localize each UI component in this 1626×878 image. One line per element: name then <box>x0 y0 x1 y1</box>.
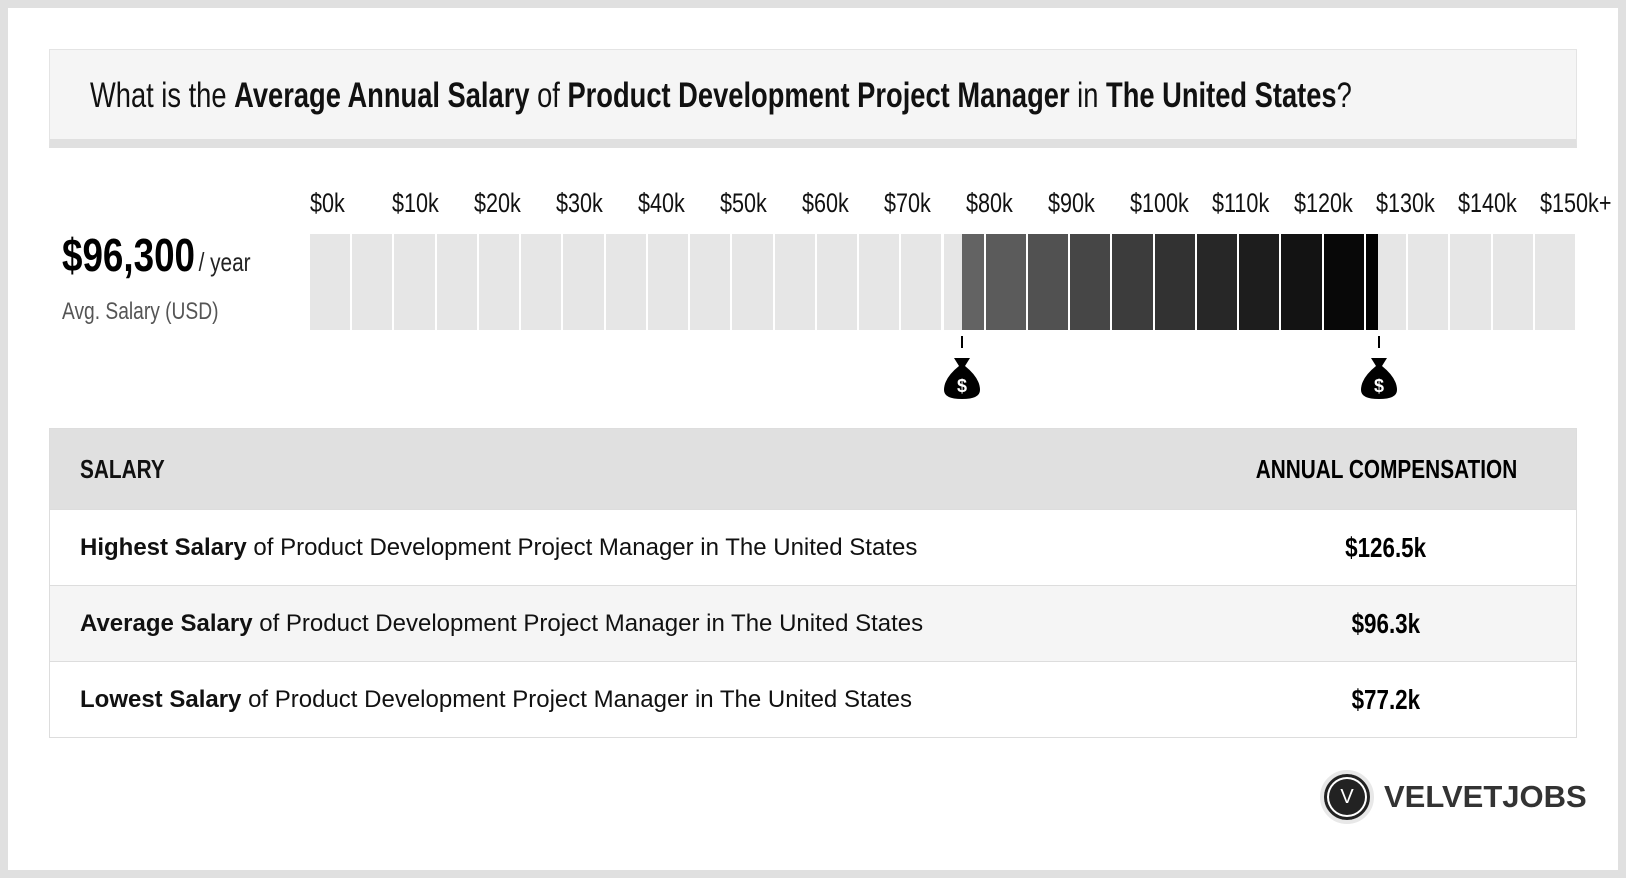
bar-fill-segment <box>1070 234 1111 330</box>
logo-mark: V <box>1320 770 1374 824</box>
money-bag-icon: $ <box>1360 358 1397 399</box>
bar-fill-segment <box>1281 234 1322 330</box>
bar-fill-segment <box>1196 234 1238 330</box>
average-salary: $96,300 / year <box>62 228 298 282</box>
tick-label: $130k <box>1376 188 1435 218</box>
tick-label: $50k <box>720 188 767 218</box>
bar-fill-segment <box>1112 234 1153 330</box>
money-bag-icon: $ <box>944 358 981 399</box>
tick-label: $10k <box>392 188 439 218</box>
range-marker: $ <box>942 336 982 405</box>
bar-cell <box>478 234 520 330</box>
svg-text:$: $ <box>1373 376 1383 396</box>
tick-label: $100k <box>1130 188 1189 218</box>
tick-label: $120k <box>1294 188 1353 218</box>
header-salary: SALARY <box>80 453 165 484</box>
bar-cell <box>563 234 604 330</box>
bar-cell <box>901 234 942 330</box>
tick-labels: $0k $10k $20k $30k $40k $50k $60k $70k $80k $90k $… <box>310 188 1612 218</box>
range-marker: $ <box>1359 336 1399 405</box>
bar-cell <box>1534 234 1575 330</box>
salary-table: SALARY ANNUAL COMPENSATION Highest Salar… <box>49 428 1577 738</box>
bar-cell <box>605 234 646 330</box>
row-text: of Product Development Project Manager i… <box>241 685 912 713</box>
page-title: What is the Average Annual Salary of Pro… <box>90 76 1352 115</box>
tick-label: $150k+ <box>1540 188 1612 218</box>
average-label: Avg. Salary (USD) <box>62 298 219 325</box>
tick-label: $40k <box>638 188 685 218</box>
tick-label: $60k <box>802 188 849 218</box>
tick-label: $110k <box>1212 188 1270 218</box>
row-label: Average Salary <box>80 609 253 637</box>
period: / year <box>198 247 251 277</box>
bar-fill-segment <box>962 234 984 330</box>
bar-cell <box>690 234 731 330</box>
bar-cell <box>1450 234 1491 330</box>
table-row: Average Salary of Product Development Pr… <box>50 585 1576 661</box>
title-banner: What is the Average Annual Salary of Pro… <box>49 49 1577 148</box>
row-label: Lowest Salary <box>80 685 242 713</box>
bar-cell <box>1492 234 1533 330</box>
row-value: $77.2k <box>1351 683 1421 715</box>
row-text: of Product Development Project Manager i… <box>252 609 924 637</box>
bar-fill-segment <box>1239 234 1280 330</box>
tick-label: $20k <box>474 188 521 218</box>
logo-text: VELVETJOBS <box>1384 779 1587 814</box>
tick-label: $30k <box>556 188 603 218</box>
bar-cell <box>647 234 689 330</box>
bar-cell <box>732 234 773 330</box>
row-value: $96.3k <box>1351 607 1421 639</box>
bar-fill-segment <box>1154 234 1195 330</box>
average-amount: $96,300 <box>62 229 196 281</box>
bar-cell <box>310 234 351 330</box>
tick-label: $140k <box>1458 188 1517 218</box>
table-header: SALARY ANNUAL COMPENSATION <box>50 429 1576 509</box>
table-row: Highest Salary of Product Development Pr… <box>50 509 1576 585</box>
tick-label: $90k <box>1048 188 1095 218</box>
header-compensation: ANNUAL COMPENSATION <box>1255 453 1517 484</box>
bar-cell <box>394 234 435 330</box>
bar-cell <box>774 234 815 330</box>
bar-cell <box>352 234 393 330</box>
bar-fill-segment <box>985 234 1026 330</box>
bar-fill-segment <box>1323 234 1364 330</box>
salary-range-bar <box>310 234 1577 330</box>
bar-fill-segment <box>1365 234 1379 330</box>
table-row: Lowest Salary of Product Development Pro… <box>50 661 1576 737</box>
tick-label: $0k <box>310 188 345 218</box>
bar-cell <box>436 234 477 330</box>
bar-fill-segment <box>1027 234 1069 330</box>
svg-text:$: $ <box>957 376 967 396</box>
tick-label: $80k <box>966 188 1013 218</box>
bar-cell <box>521 234 562 330</box>
row-label: Highest Salary <box>80 533 247 561</box>
row-text: of Product Development Project Manager i… <box>246 533 918 561</box>
row-value: $126.5k <box>1345 531 1427 563</box>
tick-label: $70k <box>884 188 931 218</box>
bar-cell <box>1408 234 1449 330</box>
velvetjobs-logo: V VELVETJOBS <box>1320 770 1587 824</box>
bar-cell <box>859 234 900 330</box>
bar-cell <box>816 234 858 330</box>
